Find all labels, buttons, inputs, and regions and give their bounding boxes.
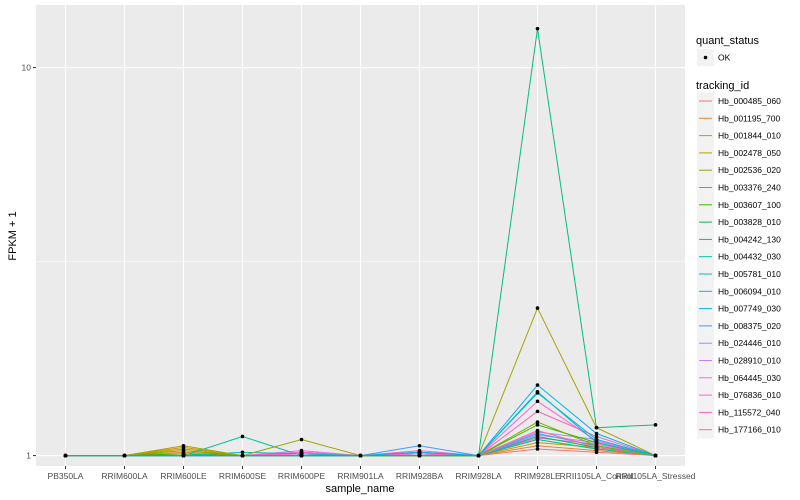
data-point xyxy=(299,437,304,442)
legend-label: Hb_003607_100 xyxy=(718,200,781,210)
x-axis: PB350LA RRIM600LA RRIM600LE RRIM600SE RRIM60… xyxy=(48,466,696,481)
data-point xyxy=(240,450,245,455)
legend-label: OK xyxy=(718,53,731,63)
data-point xyxy=(535,399,540,404)
series-points xyxy=(63,26,658,458)
legend-label: Hb_001844_010 xyxy=(718,131,781,141)
x-tick-label: RRIM928LA xyxy=(455,471,502,481)
legend-label: Hb_003828_010 xyxy=(718,217,781,227)
data-point xyxy=(535,428,540,433)
x-axis-title: sample_name xyxy=(325,483,394,495)
x-tick-label: RRIM928LE xyxy=(514,471,561,481)
legend: quant_status OK tracking_id Hb_000485_06… xyxy=(696,35,781,439)
legend-label: Hb_028910_010 xyxy=(718,356,781,366)
legend-label: Hb_064445_030 xyxy=(718,373,781,383)
x-tick-label: RRIM600PE xyxy=(278,471,326,481)
data-point xyxy=(594,445,599,450)
legend-label: Hb_115572_040 xyxy=(718,407,781,417)
data-point xyxy=(535,383,540,387)
data-point xyxy=(653,423,658,427)
data-point xyxy=(240,434,245,439)
legend-label: Hb_004432_030 xyxy=(718,252,781,262)
legend-label: Hb_024446_010 xyxy=(718,338,781,348)
data-point xyxy=(181,443,186,448)
legend-label: Hb_076836_010 xyxy=(718,390,781,400)
data-point xyxy=(417,443,422,448)
shape-legend-title: quant_status xyxy=(696,35,759,47)
data-point xyxy=(594,439,599,443)
legend-label: Hb_006094_010 xyxy=(718,286,781,296)
data-point xyxy=(535,436,540,440)
data-point xyxy=(181,448,186,453)
legend-label: Hb_004242_130 xyxy=(718,234,781,244)
data-point xyxy=(417,448,422,453)
data-point xyxy=(594,442,599,446)
y-tick-label: 10 xyxy=(22,63,32,73)
x-tick-label: RRIM901LA xyxy=(337,471,384,481)
x-tick-label: PB350LA xyxy=(48,471,84,481)
data-point xyxy=(535,440,540,445)
y-axis: 1 10 xyxy=(22,63,36,461)
legend-label: Hb_000485_060 xyxy=(718,96,781,106)
legend-label: Hb_003376_240 xyxy=(718,183,781,193)
y-axis-title: FPKM + 1 xyxy=(7,211,19,260)
data-point xyxy=(535,443,540,448)
data-point xyxy=(535,420,540,424)
y-tick-label: 1 xyxy=(26,451,31,461)
legend-label: Hb_002536_020 xyxy=(718,165,781,175)
legend-point-symbol xyxy=(703,55,708,60)
data-point xyxy=(476,453,481,458)
x-tick-label: RRII105LA_Control xyxy=(560,471,634,481)
color-legend-items: Hb_000485_060 Hb_001195_700 Hb_001844_010 H… xyxy=(697,92,781,439)
x-tick-label: RRIM600LA xyxy=(101,471,148,481)
data-point xyxy=(240,453,245,458)
data-point xyxy=(299,453,304,458)
x-tick-label: RRIM600SE xyxy=(219,471,267,481)
data-point xyxy=(535,26,540,31)
legend-label: Hb_001195_700 xyxy=(718,113,781,123)
data-point xyxy=(653,453,658,458)
legend-label: Hb_008375_020 xyxy=(718,321,781,331)
data-point xyxy=(535,423,540,427)
legend-label: Hb_002478_050 xyxy=(718,148,781,158)
data-point xyxy=(594,425,599,430)
legend-label: Hb_007749_030 xyxy=(718,304,781,314)
data-point xyxy=(181,453,186,458)
color-legend-title: tracking_id xyxy=(696,80,749,92)
data-point xyxy=(63,453,68,458)
data-point xyxy=(122,453,127,458)
data-point xyxy=(535,409,540,414)
shape-legend-items: OK xyxy=(697,49,731,66)
legend-label: Hb_005781_010 xyxy=(718,269,781,279)
data-point xyxy=(535,391,540,395)
data-point xyxy=(417,452,422,456)
data-point xyxy=(535,433,540,437)
data-point xyxy=(358,453,363,458)
x-tick-label: RRIM928BA xyxy=(396,471,444,481)
legend-label: Hb_177166_010 xyxy=(718,425,781,435)
data-point xyxy=(594,431,599,436)
x-tick-label: RRII105LA_Stressed xyxy=(616,471,696,481)
x-tick-label: RRIM600LE xyxy=(160,471,207,481)
data-point xyxy=(535,306,540,310)
data-point xyxy=(535,447,540,451)
data-point xyxy=(594,434,599,439)
